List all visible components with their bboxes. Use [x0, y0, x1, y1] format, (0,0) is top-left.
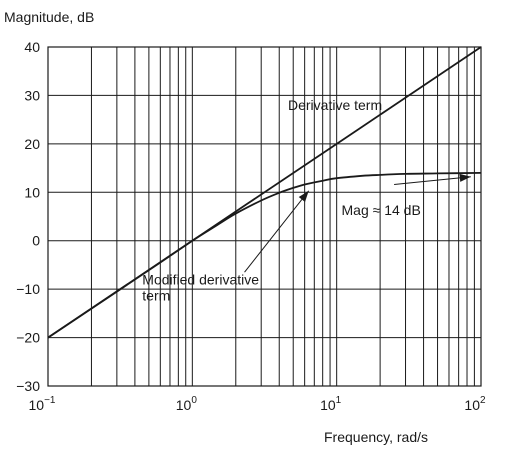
- grid: [48, 47, 481, 386]
- y-tick-label: 30: [24, 87, 40, 103]
- y-tick-label: −20: [16, 330, 40, 346]
- arrow-mag-shaft: [394, 176, 471, 186]
- y-tick-label: 40: [24, 39, 40, 55]
- arrow-modified-derivative-shaft: [244, 190, 310, 273]
- y-tick-label: 10: [24, 184, 40, 200]
- x-tick-label: 101: [320, 395, 342, 413]
- modified-derivative-curve: [47, 172, 482, 339]
- x-tick-label: 102: [464, 395, 486, 413]
- arrow-mag-head: [459, 173, 471, 182]
- annotation-derivative-term: Derivative term: [288, 97, 382, 113]
- y-tick-label: −10: [16, 281, 40, 297]
- x-axis-title: Frequency, rad/s: [324, 429, 428, 445]
- y-tick-labels: 40 30 20 10 0 −10 −20 −30: [16, 39, 40, 394]
- y-tick-label: −30: [16, 378, 40, 394]
- y-tick-label: 20: [24, 136, 40, 152]
- annotation-arrows: [244, 173, 471, 273]
- y-tick-label: 0: [32, 233, 40, 249]
- annotation-mag-14db: Mag ≈ 14 dB: [342, 202, 421, 218]
- x-tick-label: 10−1: [29, 395, 56, 413]
- annotation-modified-derivative-line1: Modified derivative: [142, 271, 259, 287]
- plot-frame: [47, 46, 482, 387]
- annotation-modified-derivative-line2: term: [142, 287, 170, 303]
- x-tick-labels: 10−1 100 101 102: [29, 395, 487, 413]
- y-axis-title: Magnitude, dB: [4, 9, 94, 25]
- arrow-modified-derivative-head: [298, 190, 309, 202]
- x-tick-label: 100: [176, 395, 198, 413]
- curves: [47, 46, 482, 339]
